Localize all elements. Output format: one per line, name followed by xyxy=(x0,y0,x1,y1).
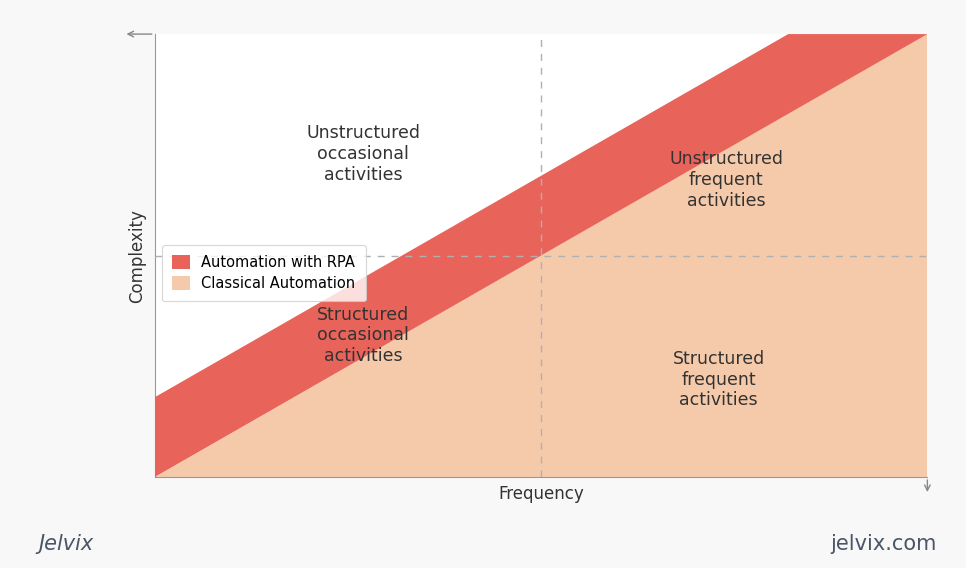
Y-axis label: Complexity: Complexity xyxy=(128,208,146,303)
Text: Unstructured
frequent
activities: Unstructured frequent activities xyxy=(669,151,783,210)
Polygon shape xyxy=(155,34,927,477)
Text: Structured
frequent
activities: Structured frequent activities xyxy=(672,350,765,410)
Text: jelvix.com: jelvix.com xyxy=(831,534,937,554)
Polygon shape xyxy=(155,34,927,477)
Text: Unstructured
occasional
activities: Unstructured occasional activities xyxy=(306,124,420,183)
Legend: Automation with RPA, Classical Automation: Automation with RPA, Classical Automatio… xyxy=(162,245,365,302)
Text: Structured
occasional
activities: Structured occasional activities xyxy=(317,306,410,365)
Text: Jelvix: Jelvix xyxy=(39,534,94,554)
X-axis label: Frequency: Frequency xyxy=(498,486,583,503)
